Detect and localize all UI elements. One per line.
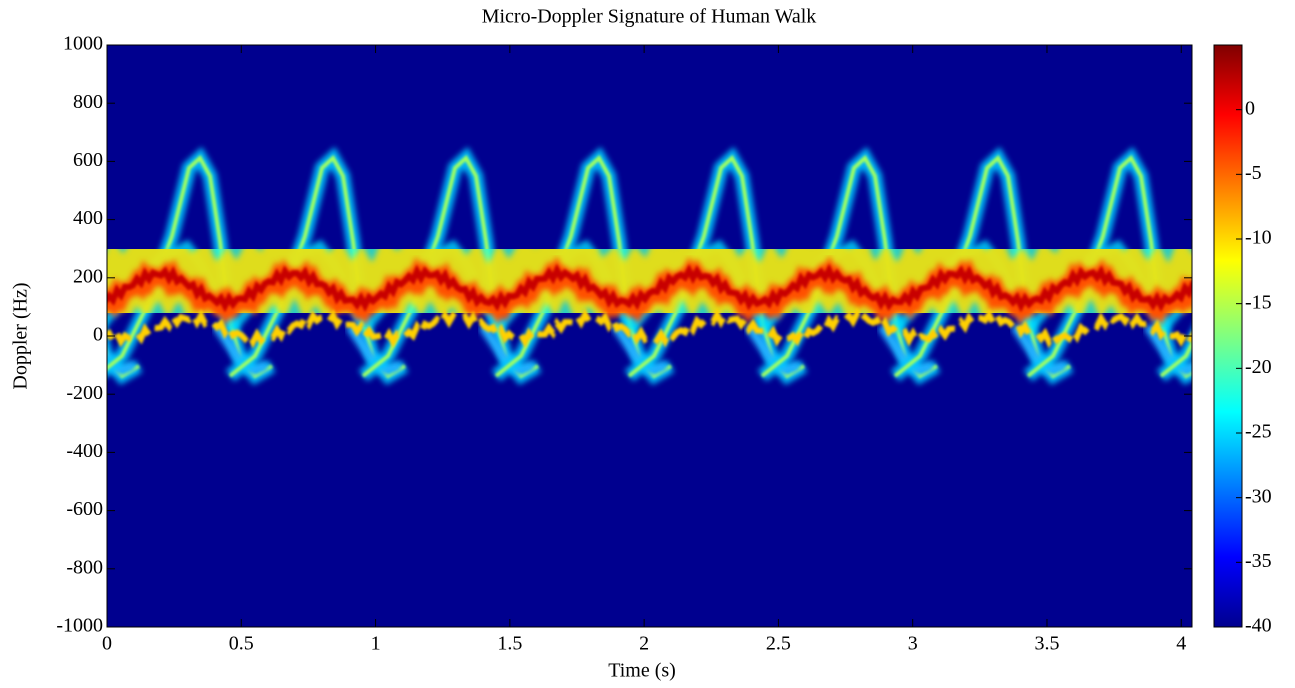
x-tick-label: 0	[102, 633, 112, 655]
y-tick-label: 1000	[63, 33, 103, 55]
spectrogram	[107, 146, 1295, 386]
torso-band	[107, 263, 1192, 313]
y-tick-label: -200	[66, 382, 103, 404]
leg-band	[107, 307, 1192, 349]
colorbar-tick-label: -35	[1245, 550, 1272, 572]
colorbar-tick-label: -30	[1245, 485, 1272, 507]
y-axis-label: Doppler (Hz)	[10, 282, 32, 389]
x-tick-label: 2.5	[766, 633, 791, 655]
colorbar-tick-label: -15	[1245, 291, 1272, 313]
colorbar-tick-label: 0	[1245, 97, 1255, 119]
x-tick-label: 3	[908, 633, 918, 655]
x-tick-label: 3.5	[1034, 633, 1059, 655]
colorbar-tick-label: -5	[1245, 162, 1262, 184]
colorbar-tick-label: -10	[1245, 227, 1272, 249]
colorbar-tick-label: -20	[1245, 356, 1272, 378]
y-tick-label: -400	[66, 440, 103, 462]
y-tick-label: -800	[66, 556, 103, 578]
colorbar	[1213, 44, 1243, 628]
y-tick-label: 800	[73, 91, 103, 113]
chart-title: Micro-Doppler Signature of Human Walk	[482, 6, 817, 28]
x-tick-label: 2	[639, 633, 649, 655]
signature-glow	[1281, 326, 1295, 370]
y-tick-label: -600	[66, 498, 103, 520]
x-tick-label: 4	[1176, 633, 1186, 655]
y-tick-label: 200	[73, 265, 103, 287]
y-tick-label: 600	[73, 149, 103, 171]
x-axis-label: Time (s)	[608, 660, 676, 682]
y-tick-label: 0	[93, 324, 103, 346]
colorbar-tick-label: -40	[1245, 615, 1272, 637]
x-tick-label: 1.5	[497, 633, 522, 655]
y-tick-label: 400	[73, 207, 103, 229]
x-tick-label: 0.5	[229, 633, 254, 655]
x-tick-label: 1	[371, 633, 381, 655]
colorbar-tick-label: -25	[1245, 421, 1272, 443]
y-tick-label: -1000	[56, 615, 103, 637]
